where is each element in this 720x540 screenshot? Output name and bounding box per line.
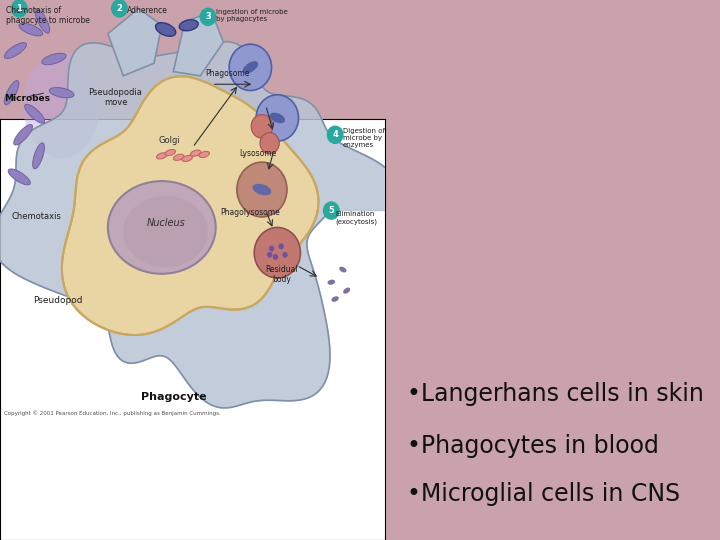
- Text: •Phagocytes in blood: •Phagocytes in blood: [407, 434, 659, 457]
- Ellipse shape: [23, 52, 100, 158]
- Ellipse shape: [243, 61, 258, 73]
- Ellipse shape: [179, 20, 198, 31]
- Ellipse shape: [8, 169, 30, 185]
- Text: •Microglial cells in CNS: •Microglial cells in CNS: [407, 482, 680, 506]
- Ellipse shape: [32, 143, 45, 169]
- Ellipse shape: [156, 153, 167, 159]
- Polygon shape: [174, 12, 223, 76]
- Circle shape: [11, 0, 28, 18]
- Circle shape: [267, 252, 272, 258]
- Circle shape: [273, 254, 278, 260]
- Ellipse shape: [42, 53, 66, 65]
- Ellipse shape: [199, 151, 210, 158]
- Polygon shape: [62, 76, 318, 335]
- Circle shape: [199, 8, 217, 26]
- Ellipse shape: [4, 43, 27, 58]
- Text: 5: 5: [328, 206, 334, 215]
- Text: Microbes: Microbes: [4, 94, 50, 103]
- Text: Phagolysosome: Phagolysosome: [220, 208, 280, 217]
- Circle shape: [327, 125, 343, 144]
- Ellipse shape: [14, 125, 32, 145]
- Circle shape: [282, 252, 288, 258]
- Ellipse shape: [174, 154, 184, 160]
- Text: 4: 4: [332, 130, 338, 139]
- Text: Elimination
(exocytosis): Elimination (exocytosis): [335, 211, 377, 225]
- Ellipse shape: [190, 150, 201, 156]
- Circle shape: [256, 94, 299, 141]
- Text: Ingestion of microbe
by phagocytes: Ingestion of microbe by phagocytes: [216, 9, 287, 22]
- Text: 2: 2: [117, 4, 122, 13]
- Circle shape: [254, 227, 300, 278]
- Polygon shape: [0, 42, 400, 408]
- Circle shape: [237, 162, 287, 217]
- Text: Chemotaxis: Chemotaxis: [12, 212, 61, 221]
- Circle shape: [229, 44, 271, 91]
- Polygon shape: [62, 76, 318, 335]
- Circle shape: [251, 114, 273, 138]
- Ellipse shape: [269, 113, 285, 123]
- Ellipse shape: [35, 9, 50, 33]
- Text: Pseudopod: Pseudopod: [33, 296, 83, 305]
- Text: Residual
body: Residual body: [265, 265, 297, 284]
- Text: Pseudopodia
move: Pseudopodia move: [89, 88, 143, 107]
- Ellipse shape: [24, 104, 45, 123]
- Text: 3: 3: [205, 12, 211, 22]
- Circle shape: [269, 246, 274, 252]
- Ellipse shape: [328, 280, 335, 285]
- Ellipse shape: [253, 184, 271, 195]
- Text: 1: 1: [17, 4, 22, 13]
- Ellipse shape: [49, 87, 74, 98]
- Ellipse shape: [165, 150, 176, 156]
- Ellipse shape: [108, 181, 216, 274]
- Text: Golgi: Golgi: [158, 136, 181, 145]
- Ellipse shape: [182, 156, 192, 161]
- Ellipse shape: [339, 267, 346, 273]
- Circle shape: [279, 244, 284, 249]
- Text: Nucleus: Nucleus: [146, 218, 185, 228]
- Text: Phagosome: Phagosome: [205, 69, 249, 78]
- Text: Copyright © 2001 Pearson Education, Inc., publishing as Benjamin Cummings.: Copyright © 2001 Pearson Education, Inc.…: [4, 410, 220, 416]
- Ellipse shape: [331, 296, 339, 302]
- Ellipse shape: [4, 80, 19, 105]
- Circle shape: [260, 133, 279, 154]
- Text: Lysosome: Lysosome: [240, 149, 276, 158]
- Text: Phagocyte: Phagocyte: [140, 392, 206, 402]
- Text: Chemotaxis of
phagocyte to microbe: Chemotaxis of phagocyte to microbe: [6, 6, 90, 25]
- Text: Digestion of
microbe by
enzymes: Digestion of microbe by enzymes: [343, 129, 384, 148]
- Polygon shape: [108, 9, 162, 76]
- Circle shape: [323, 201, 340, 220]
- Circle shape: [111, 0, 128, 18]
- Ellipse shape: [343, 288, 350, 294]
- Ellipse shape: [156, 23, 176, 36]
- Ellipse shape: [123, 196, 208, 267]
- Text: •Langerhans cells in skin: •Langerhans cells in skin: [407, 382, 703, 406]
- Ellipse shape: [19, 23, 42, 36]
- Text: Adherence: Adherence: [127, 5, 168, 15]
